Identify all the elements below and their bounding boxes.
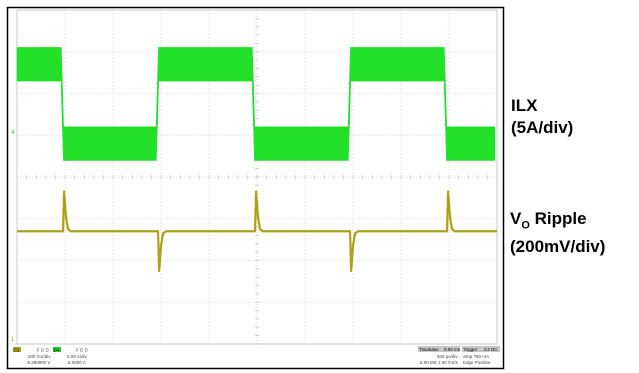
channel1-offset: -5.280000 V xyxy=(26,360,51,365)
channel1-info: C1 F D D 200 mV/div -5.280000 V xyxy=(13,347,51,365)
channel1-scale: 200 mV/div xyxy=(28,354,51,359)
channel1-tag: C1 xyxy=(14,348,20,353)
ilx-label: ILX xyxy=(511,96,538,115)
vo-subscript: O xyxy=(521,219,530,232)
vo-ripple-trace xyxy=(17,190,497,273)
status-bar: C1 F D D 200 mV/div -5.280000 V C4 F D D… xyxy=(9,345,502,367)
ilx-annotation: ILX (5A/div) xyxy=(511,95,573,139)
channel4-info: C4 F D D 5.00 A/div 5.0000 A xyxy=(53,347,88,365)
trigger-mode: Edge Positive xyxy=(463,360,491,365)
trigger-level: Stop 750 mA xyxy=(463,354,489,359)
timebase-scale: 500 µs/div xyxy=(437,354,458,359)
timebase-info: Timebase 0.00 ms 500 µs/div 5.00 MS 2.50… xyxy=(418,346,461,365)
channel4-tag: C4 xyxy=(54,348,60,353)
channel1-title: F D D xyxy=(37,348,49,353)
vo-ripple-label: VO Ripple xyxy=(510,208,605,236)
trigger-value: C4 DC xyxy=(484,347,498,352)
timebase-label: Timebase xyxy=(419,347,439,352)
ilx-trace xyxy=(16,47,496,161)
channel4-title: F D D xyxy=(76,348,88,353)
trigger-info: Trigger C4 DC Stop 750 mA Edge Positive xyxy=(462,346,500,365)
timebase-value: 0.00 ms xyxy=(444,347,461,352)
channel4-scale: 5.00 A/div xyxy=(67,354,88,359)
vo-ripple-annotation: VO Ripple (200mV/div) xyxy=(510,208,605,258)
timebase-sampling: 5.00 MS 2.50 GS/s xyxy=(420,360,459,365)
vo-ripple-word: Ripple xyxy=(529,209,587,228)
channel4-ground-marker: 4 xyxy=(11,130,15,136)
vo-v: V xyxy=(510,209,522,228)
channel4-offset: 5.0000 A xyxy=(68,360,86,365)
traces xyxy=(16,47,497,273)
ilx-scale: (5A/div) xyxy=(511,118,574,137)
vo-ripple-scale: (200mV/div) xyxy=(510,237,606,257)
channel1-ground-marker: 1 xyxy=(11,337,15,343)
trigger-label: Trigger xyxy=(463,347,478,352)
